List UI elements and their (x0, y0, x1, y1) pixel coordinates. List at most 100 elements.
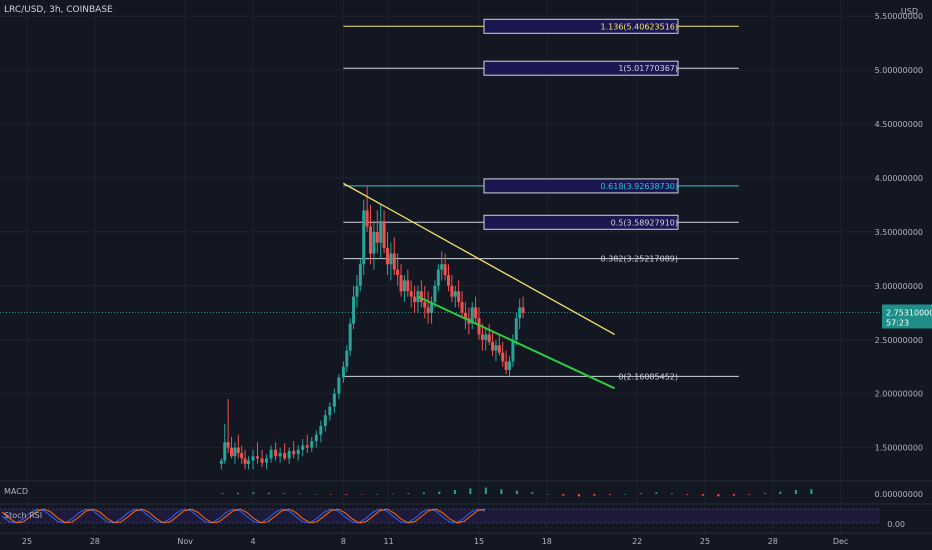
candle-body (243, 458, 247, 464)
candle-body (406, 280, 410, 292)
candle-body (341, 366, 345, 378)
macd-bar (221, 493, 224, 494)
axis-unit: USD (900, 7, 918, 16)
y-tick-label: 5.00000000 (875, 66, 923, 75)
candle-body (463, 312, 467, 319)
x-tick-label: 25 (700, 537, 710, 546)
candle-body (409, 291, 413, 297)
macd-axis-label: 0.00000000 (875, 490, 923, 499)
candle-body (375, 231, 379, 243)
fib-level-box (483, 214, 679, 230)
stoch-k-line (1, 508, 486, 524)
macd-bar (608, 494, 611, 495)
macd-bar (407, 493, 410, 494)
macd-bar (732, 494, 735, 496)
macd-bar (345, 494, 348, 495)
macd-bar (515, 490, 518, 494)
candle-body (310, 441, 314, 448)
candle-body (260, 458, 264, 463)
x-tick-label: 8 (341, 537, 346, 546)
candle-body (246, 460, 250, 464)
candle-body (430, 302, 434, 313)
macd-bar (701, 494, 704, 496)
stoch-axis-label: 0.00 (887, 520, 905, 529)
macd-bar (236, 492, 239, 494)
candle-body (287, 450, 291, 459)
candle-body (385, 248, 389, 265)
macd-bar (484, 487, 487, 494)
candle-body (453, 291, 457, 297)
candle-body (379, 221, 383, 243)
macd-bar (360, 494, 363, 495)
macd-bar (639, 493, 642, 494)
candle-body (337, 377, 341, 394)
stoch-rsi-label: Stoch RSI (4, 511, 43, 520)
candle-body (314, 434, 318, 442)
trendline-resistance (343, 182, 615, 335)
macd-bar (453, 490, 456, 494)
candle-body (494, 345, 498, 351)
fib-level-box (483, 178, 679, 194)
fib-level-label: 1.136(5.40623516) (601, 22, 679, 31)
candle-body (296, 449, 300, 455)
fib-level-box (483, 60, 679, 76)
candle-body (457, 291, 461, 303)
x-tick-label: 28 (768, 537, 778, 546)
candle-body (256, 456, 260, 459)
candle-body (219, 460, 223, 464)
candle-body (233, 447, 237, 457)
price-tag-value: 2.75310000 (886, 308, 932, 317)
macd-bar (438, 491, 441, 494)
candle-body (413, 296, 417, 303)
candle-body (504, 361, 508, 370)
macd-bar (531, 492, 534, 494)
macd-bar (763, 493, 766, 494)
candle-body (345, 350, 349, 367)
y-tick-label: 1.50000000 (875, 444, 923, 453)
macd-label: MACD (4, 487, 28, 496)
candle-body (392, 253, 396, 270)
candle-body (477, 318, 481, 335)
price-tag-countdown: 57:23 (886, 318, 909, 327)
candle-body (480, 334, 484, 340)
candle-body (301, 445, 305, 450)
macd-bar (810, 489, 813, 494)
candle-body (358, 264, 362, 286)
candle-body (521, 307, 525, 313)
candle-body (305, 445, 309, 448)
macd-bar (748, 494, 751, 495)
chart-title: LRC/USD, 3h, COINBASE (4, 5, 113, 15)
candle-body (501, 352, 505, 362)
fib-level-box (483, 18, 679, 34)
candle-body (236, 447, 240, 454)
candle-body (511, 339, 515, 362)
candle-body (433, 285, 437, 303)
macd-bar (779, 491, 782, 494)
candle-body (460, 302, 464, 313)
candle-body (389, 253, 393, 265)
macd-bar (283, 493, 286, 494)
macd-bar (329, 494, 332, 495)
grid (0, 0, 880, 534)
candle-body (223, 442, 227, 461)
y-tick-label: 2.50000000 (875, 336, 923, 345)
macd-bar (267, 492, 270, 494)
macd-bar (314, 494, 317, 495)
candle-body (440, 264, 444, 270)
candle-body (240, 453, 244, 459)
x-tick-label: Dec (833, 537, 848, 546)
y-tick-label: 4.50000000 (875, 120, 923, 129)
fib-level-label: 0.5(3.58927910) (611, 218, 678, 227)
candle-body (402, 280, 406, 292)
macd-bar (469, 488, 472, 494)
x-tick-label: 28 (90, 537, 100, 546)
candle-body (355, 285, 359, 297)
candle-body (319, 426, 323, 435)
candle-body (497, 345, 501, 353)
x-tick-label: 25 (22, 537, 32, 546)
candle-body (323, 415, 327, 427)
candle-body (251, 456, 255, 461)
x-tick-label: 18 (542, 537, 552, 546)
